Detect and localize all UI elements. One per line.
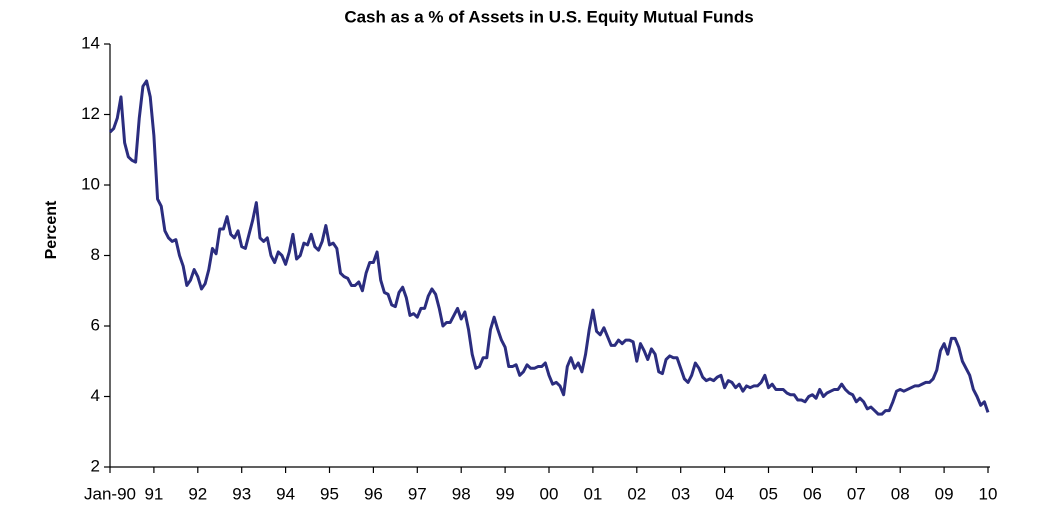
x-tick-label: 03 — [671, 484, 690, 503]
y-tick-label: 8 — [91, 245, 100, 264]
x-tick-label: 06 — [803, 484, 822, 503]
x-tick-label: 96 — [364, 484, 383, 503]
x-tick-label: 91 — [144, 484, 163, 503]
x-tick-label: 95 — [320, 484, 339, 503]
x-tick-label: 00 — [540, 484, 559, 503]
y-tick-label: 12 — [81, 104, 100, 123]
x-tick-label: 10 — [979, 484, 998, 503]
x-tick-label: 97 — [408, 484, 427, 503]
x-tick-label: 99 — [496, 484, 515, 503]
y-axis-label: Percent — [43, 200, 60, 259]
y-tick-label: 14 — [81, 33, 100, 52]
x-tick-label: 94 — [276, 484, 295, 503]
x-tick-label: 07 — [847, 484, 866, 503]
x-tick-label: 93 — [232, 484, 251, 503]
chart-title: Cash as a % of Assets in U.S. Equity Mut… — [344, 7, 753, 26]
y-tick-label: 6 — [91, 315, 100, 334]
y-tick-label: 2 — [91, 456, 100, 475]
x-tick-label: 09 — [935, 484, 954, 503]
x-tick-label: 98 — [452, 484, 471, 503]
y-tick-label: 10 — [81, 174, 100, 193]
data-line — [108, 79, 990, 416]
x-tick-label: Jan-90 — [84, 484, 136, 503]
x-tick-label: 02 — [627, 484, 646, 503]
y-tick-label: 4 — [91, 386, 100, 405]
x-tick-label: 92 — [188, 484, 207, 503]
x-tick-label: 01 — [583, 484, 602, 503]
x-tick-label: 08 — [891, 484, 910, 503]
x-tick-label: 05 — [759, 484, 778, 503]
x-tick-label: 04 — [715, 484, 734, 503]
